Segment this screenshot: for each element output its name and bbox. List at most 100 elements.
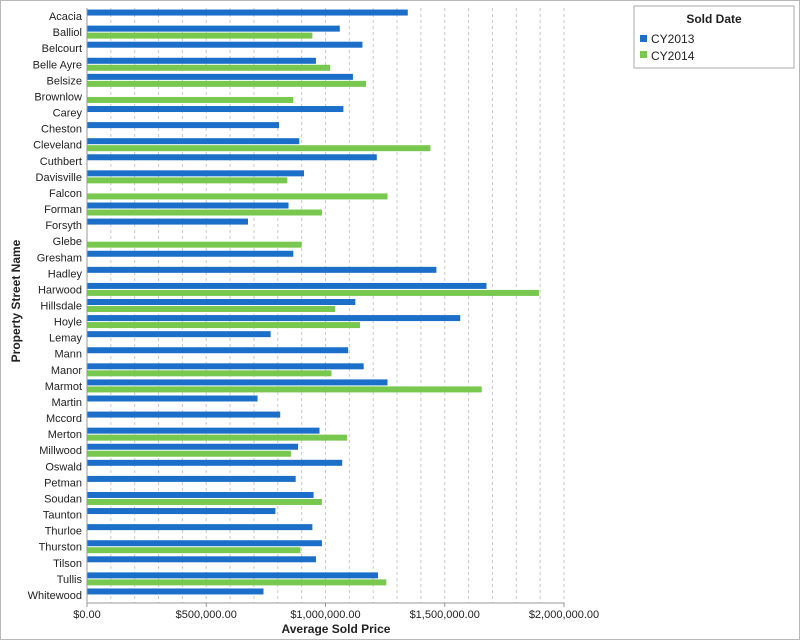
category-label: Taunton [43,510,82,522]
y-tick-labels: Acacia Balliol Belcourt Belle Ayre Belsize Br… [28,11,83,602]
y-axis-title: Property Street Name [9,239,23,362]
bar-cy2013-carey [87,106,344,113]
bar-cy2013-gresham [87,250,294,257]
category-label: Acacia [49,11,83,23]
bar-cy2014-balliol [87,32,313,39]
bar-cy2013-cheston [87,122,279,129]
bar-cy2014-tullis [87,579,387,586]
bar-cy2014-glebe [87,241,302,248]
category-label: Forman [44,204,82,216]
bar-cy2014-hoyle [87,322,361,329]
bar-cy2014-merton [87,434,347,441]
bar-cy2013-oswald [87,459,343,466]
bar-cy2013-hillsdale [87,299,356,305]
category-label: Hadley [48,268,83,280]
x-tick-label: $1,000,000.00 [290,609,360,621]
x-tick-label: $2,000,000.00 [529,609,599,621]
bar-cy2013-forsyth [87,218,248,225]
category-label: Gresham [37,252,82,264]
x-tick-label: $500,000.00 [176,609,237,621]
bar-cy2013-petman [87,475,296,482]
bar-cy2013-hoyle [87,315,461,322]
category-label: Thurloe [45,526,82,538]
category-label: Cuthbert [40,156,82,168]
category-label: Mccord [46,413,82,425]
category-label: Balliol [53,27,82,39]
bar-cy2013-forman [87,202,289,209]
category-label: Manor [51,365,83,377]
bar-cy2013-thurston [87,540,322,547]
bar-cy2013-marmot [87,379,388,386]
bar-cy2014-soudan [87,498,322,505]
bar-cy2013-cleveland [87,138,300,145]
legend-swatch-cy2013 [640,35,647,42]
bar-cy2013-martin [87,395,258,402]
bar-cy2014-falcon [87,193,388,200]
category-label: Martin [51,397,82,409]
bar-cy2013-lemay [87,331,271,338]
category-label: Oswald [45,461,82,473]
bar-cy2013-balliol [87,25,340,32]
bars [87,9,539,595]
x-axis-title: Average Sold Price [282,622,391,636]
category-label: Cheston [41,124,82,136]
category-label: Falcon [49,188,82,200]
category-label: Mann [54,349,82,361]
category-label: Harwood [38,284,82,296]
bar-cy2013-harwood [87,282,487,289]
bar-cy2013-mann [87,347,349,354]
category-label: Petman [44,477,82,489]
x-tick-label: $0.00 [73,609,101,621]
category-label: Carey [53,108,83,120]
bar-cy2013-whitewood [87,588,264,595]
category-label: Tilson [53,558,82,570]
bar-cy2014-manor [87,370,332,377]
bar-cy2014-cleveland [87,145,431,152]
category-label: Hoyle [54,317,82,329]
category-label: Forsyth [45,220,82,232]
category-label: Belcourt [42,43,82,55]
x-tick-label: $1,500,000.00 [410,609,480,621]
category-label: Davisville [36,172,82,184]
bar-cy2014-davisville [87,177,288,184]
bar-cy2013-belsize [87,73,353,80]
bar-cy2013-thurloe [87,524,313,531]
bar-cy2014-marmot [87,386,482,393]
category-label: Marmot [45,381,82,393]
bar-cy2014-hillsdale [87,306,336,312]
legend-swatch-cy2014 [640,51,647,58]
category-label: Soudan [44,493,82,505]
legend-title: Sold Date [686,12,742,26]
bar-cy2013-manor [87,363,364,370]
bar-cy2013-tilson [87,556,316,563]
bar-cy2013-tullis [87,572,378,579]
bar-cy2013-millwood [87,443,299,450]
bar-cy2013-mccord [87,411,281,418]
bar-cy2014-forman [87,209,322,216]
bar-cy2014-thurston [87,547,301,554]
category-label: Tullis [57,574,83,586]
bar-cy2014-millwood [87,450,291,457]
category-label: Belsize [47,75,82,87]
category-label: Belle Ayre [33,59,82,71]
legend-label-cy2013: CY2013 [651,32,695,46]
legend-box [633,5,795,69]
bar-cy2013-belcourt [87,41,363,48]
bar-cy2014-brownlow [87,96,294,103]
bar-cy2013-merton [87,427,320,434]
bar-cy2013-acacia [87,9,408,16]
category-label: Brownlow [34,91,82,103]
legend-label-cy2014: CY2014 [651,49,695,63]
category-label: Millwood [39,445,82,457]
bar-cy2013-taunton [87,508,276,515]
category-label: Whitewood [28,590,82,602]
bar-cy2013-belle-ayre [87,57,316,64]
category-label: Thurston [39,542,82,554]
bar-cy2013-hadley [87,266,437,273]
category-label: Glebe [53,236,82,248]
bar-cy2014-belle-ayre [87,64,331,71]
legend: Sold Date CY2013 CY2014 [633,5,795,69]
bar-cy2013-soudan [87,491,314,498]
